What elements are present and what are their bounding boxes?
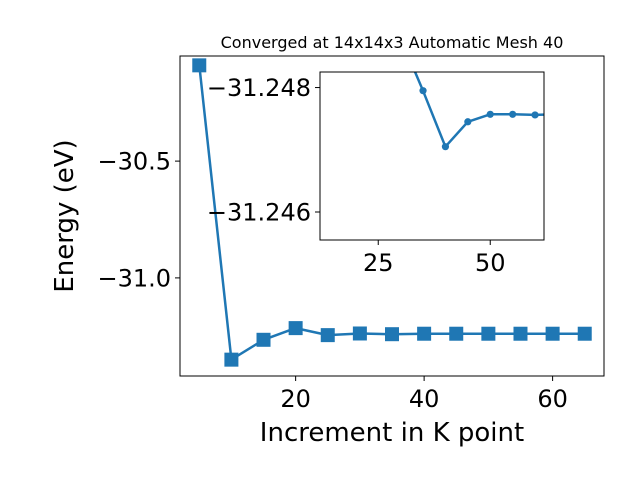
data-point (441, 143, 450, 151)
y-tick-label: −31.248 (207, 74, 311, 102)
y-tick-label: −31.0 (97, 264, 171, 292)
data-point (513, 326, 528, 341)
series-line (413, 72, 544, 148)
main-y-ticks: −30.5 −31.0 (97, 148, 180, 292)
x-tick-label: 25 (363, 249, 394, 277)
x-tick-label: 20 (280, 385, 311, 413)
inset-plot-frame (319, 71, 545, 241)
data-point (224, 352, 239, 367)
data-point (486, 110, 494, 118)
main-series (192, 58, 592, 367)
inset-x-ticks: 25 50 (363, 240, 506, 277)
data-point (464, 118, 472, 126)
x-tick-label: 40 (409, 385, 440, 413)
data-point (417, 326, 432, 341)
inset-background (320, 72, 544, 240)
x-tick-label: 60 (537, 385, 568, 413)
x-axis-label: Increment in K point (260, 418, 524, 448)
y-tick-label: −31.246 (207, 198, 311, 226)
inset-series (413, 72, 561, 151)
data-point (577, 326, 592, 341)
data-point (288, 321, 303, 336)
data-point (385, 327, 399, 342)
main-plot: Converged at 14x14x3 Automatic Mesh 40 2… (50, 33, 605, 448)
main-plot-frame (179, 55, 605, 377)
data-point (192, 58, 207, 73)
data-point (531, 111, 539, 119)
inset-y-ticks: −31.248 −31.246 (207, 74, 320, 226)
data-point (481, 326, 496, 341)
data-point (449, 326, 464, 341)
data-point (256, 332, 271, 347)
data-point (419, 87, 427, 95)
inset-plot: 25 50 −31.248 −31.246 (207, 71, 561, 277)
data-point (509, 110, 517, 118)
x-tick-label: 50 (475, 249, 506, 277)
chart-title: Converged at 14x14x3 Automatic Mesh 40 (221, 33, 564, 52)
data-point (352, 326, 367, 341)
data-point (554, 111, 561, 118)
y-tick-label: −30.5 (97, 148, 171, 176)
main-x-ticks: 20 40 60 (280, 376, 568, 413)
y-axis-label: Energy (eV) (50, 139, 80, 292)
data-point (320, 328, 335, 343)
data-point (545, 326, 560, 341)
